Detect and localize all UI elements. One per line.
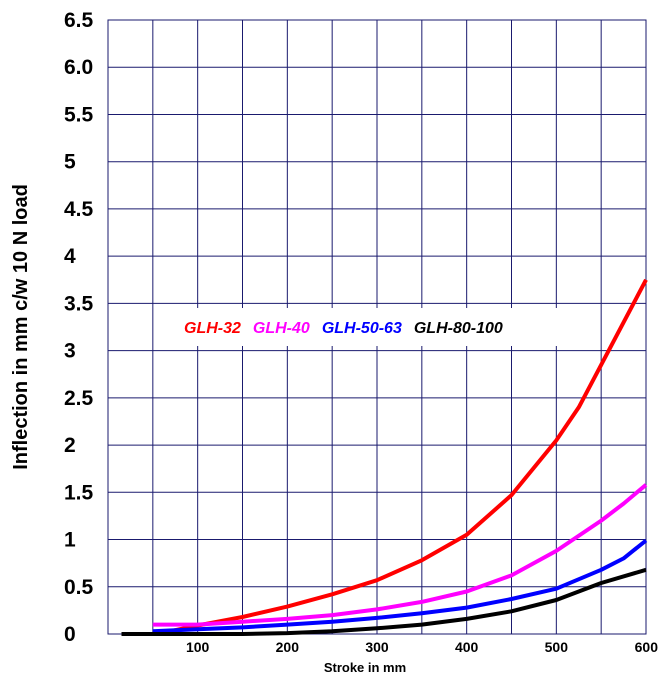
legend-entry: GLH-80-100 bbox=[414, 320, 503, 337]
x-tick-label: 100 bbox=[186, 639, 210, 655]
x-tick-label: 300 bbox=[365, 639, 389, 655]
series-line bbox=[152, 483, 648, 627]
x-tick-labels: 100 200 300 400 500 600 bbox=[186, 639, 658, 655]
series-line bbox=[152, 538, 648, 634]
x-tick-label: 600 bbox=[635, 639, 659, 655]
y-tick-label: 1.5 bbox=[64, 481, 94, 504]
y-tick-label: 4.5 bbox=[64, 198, 94, 221]
legend-entry: GLH-40 bbox=[253, 320, 310, 337]
y-tick-label: 5.5 bbox=[64, 103, 94, 126]
series-lines bbox=[121, 278, 648, 636]
y-tick-label: 6.5 bbox=[64, 9, 94, 32]
legend: GLH-32 GLH-40 GLH-50-63 GLH-80-100 bbox=[184, 320, 503, 337]
legend-entry: GLH-32 bbox=[184, 320, 241, 337]
legend-entry: GLH-50-63 bbox=[322, 320, 402, 337]
y-tick-label: 2 bbox=[64, 434, 76, 457]
x-tick-label: 400 bbox=[455, 639, 479, 655]
legend-background bbox=[158, 308, 578, 346]
x-tick-label: 500 bbox=[545, 639, 569, 655]
series-line bbox=[156, 278, 648, 636]
series-line bbox=[121, 567, 647, 636]
plot-frame bbox=[107, 19, 647, 635]
y-tick-label: 0.5 bbox=[64, 576, 94, 599]
y-axis-title: Inflection in mm c/w 10 N load bbox=[10, 184, 32, 470]
y-tick-label: 5 bbox=[64, 151, 76, 174]
x-axis-title: Stroke in mm bbox=[324, 660, 406, 675]
y-tick-label: 0 bbox=[64, 623, 76, 646]
y-tick-label: 3 bbox=[64, 340, 76, 363]
y-tick-labels: 0 0.5 1 1.5 2 2.5 3 3.5 4 4.5 5 5.5 6.0 6.5 bbox=[64, 9, 94, 646]
y-tick-label: 2.5 bbox=[64, 387, 94, 410]
y-tick-label: 4 bbox=[64, 245, 76, 268]
y-tick-label: 6.0 bbox=[64, 56, 93, 79]
y-tick-label: 1 bbox=[64, 529, 76, 552]
y-tick-label: 3.5 bbox=[64, 292, 94, 315]
x-tick-label: 200 bbox=[276, 639, 300, 655]
